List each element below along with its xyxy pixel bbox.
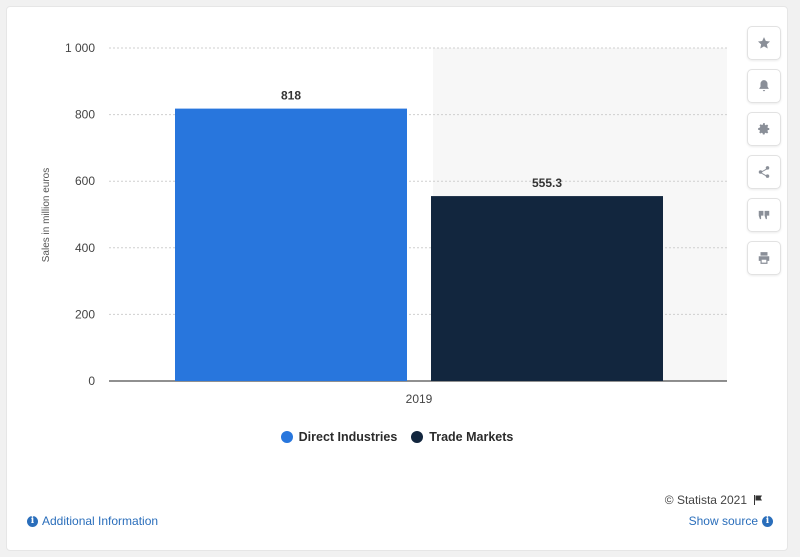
- show-source-link[interactable]: Show source i: [689, 514, 773, 528]
- x-tick-label: 2019: [406, 392, 433, 406]
- y-axis-ticks: 0 200 400 600 800 1 000: [65, 41, 95, 388]
- info-icon: i: [762, 515, 773, 527]
- statista-credit[interactable]: © Statista 2021: [665, 493, 764, 507]
- share-button[interactable]: [747, 155, 781, 189]
- chart-card: 0 200 400 600 800 1 000 818 555.3 2019 Sales i…: [6, 6, 788, 551]
- legend-item-trade-markets[interactable]: Trade Markets: [411, 430, 513, 444]
- y-tick-label: 400: [75, 241, 95, 255]
- gear-icon: [758, 123, 770, 135]
- y-tick-label: 0: [88, 374, 95, 388]
- flag-icon: [754, 495, 762, 505]
- y-axis-label: Sales in million euros: [41, 168, 52, 263]
- y-tick-label: 200: [75, 307, 95, 321]
- notification-button[interactable]: [747, 69, 781, 103]
- print-icon: [758, 252, 770, 264]
- show-source-label: Show source: [688, 514, 758, 528]
- credit-text: © Statista 2021: [664, 493, 747, 507]
- legend: Direct Industries Trade Markets: [7, 430, 787, 444]
- x-axis-ticks: 2019: [406, 392, 433, 406]
- legend-label-direct-industries: Direct Industries: [298, 430, 398, 444]
- print-button[interactable]: [747, 241, 781, 275]
- additional-information-label: Additional Information: [42, 514, 159, 528]
- legend-swatch-direct-industries: [280, 431, 293, 443]
- cite-button[interactable]: [747, 198, 781, 232]
- settings-button[interactable]: [747, 112, 781, 146]
- favorite-button[interactable]: [747, 26, 781, 60]
- legend-item-direct-industries[interactable]: Direct Industries: [280, 430, 398, 444]
- bar-chart: 0 200 400 600 800 1 000 818 555.3 2019 Sales i…: [41, 41, 727, 406]
- quote-icon: [758, 210, 770, 220]
- star-icon: [757, 37, 771, 49]
- legend-swatch-trade-markets: [411, 431, 424, 443]
- chart-toolbar: [747, 26, 781, 284]
- data-labels: 818 555.3: [281, 89, 562, 190]
- data-label: 555.3: [532, 176, 562, 190]
- y-tick-label: 1 000: [65, 41, 95, 55]
- bars: [175, 108, 663, 381]
- info-icon: i: [27, 515, 38, 527]
- data-label: 818: [281, 89, 301, 103]
- y-tick-label: 600: [75, 174, 95, 188]
- y-tick-label: 800: [75, 108, 95, 122]
- bar: [431, 196, 663, 381]
- legend-label-trade-markets: Trade Markets: [429, 430, 514, 444]
- additional-information-link[interactable]: i Additional Information: [27, 514, 158, 528]
- bar: [175, 108, 407, 381]
- bell-icon: [759, 80, 769, 92]
- share-icon: [758, 166, 770, 178]
